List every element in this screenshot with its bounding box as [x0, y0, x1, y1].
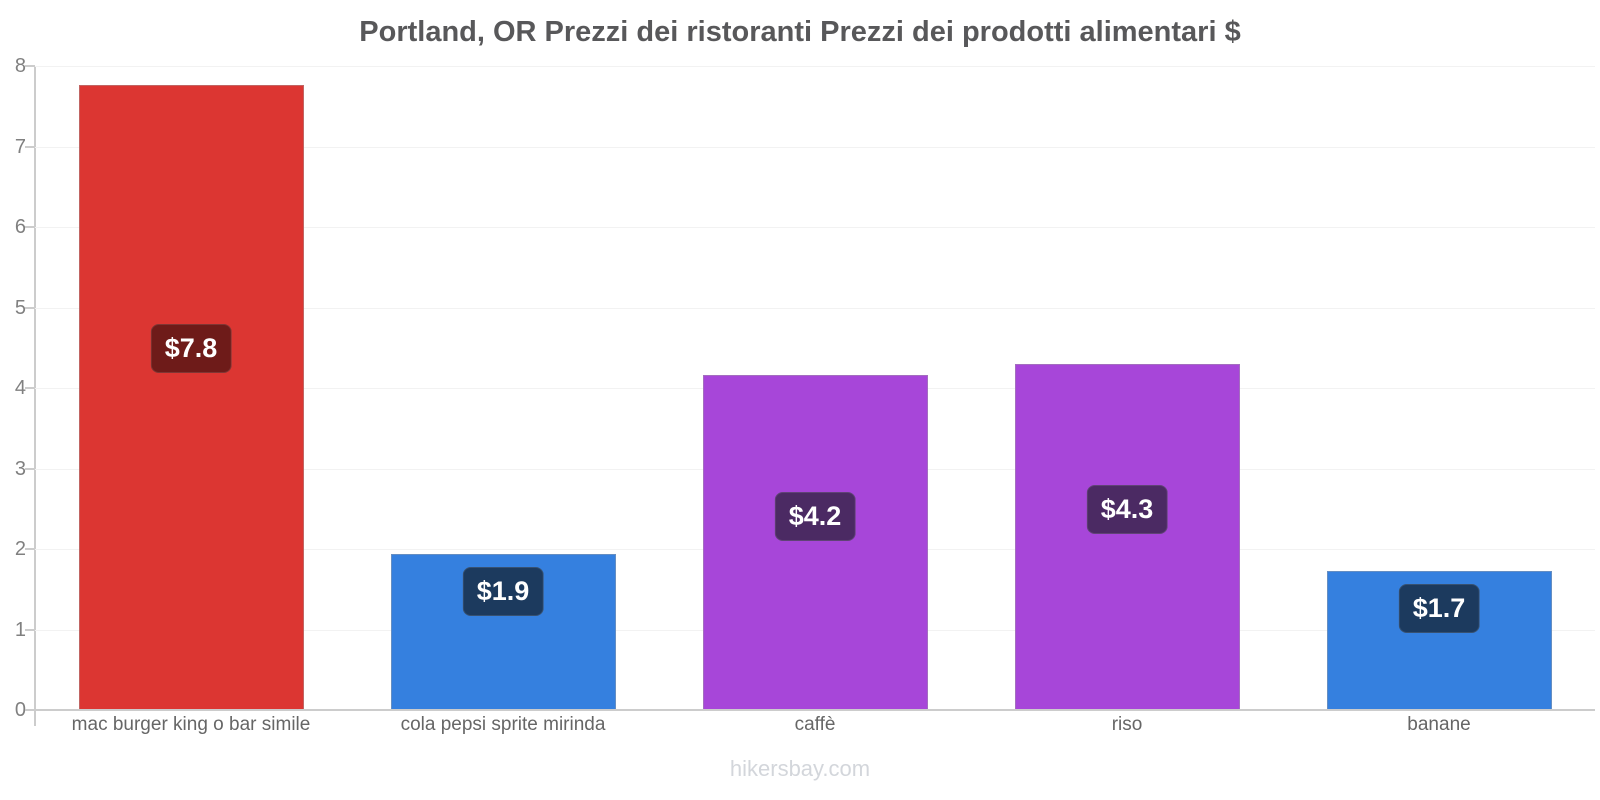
x-axis-category-label: caffè: [794, 714, 836, 735]
y-axis-tick-mark: [25, 226, 35, 228]
x-axis-category-label: riso: [1111, 714, 1143, 735]
bar-banane[interactable]: $1.7: [1326, 570, 1552, 710]
y-axis-tick-mark: [25, 65, 35, 67]
x-axis-category-label: cola pepsi sprite mirinda: [400, 714, 606, 735]
bar-riso[interactable]: $4.3: [1014, 363, 1240, 710]
y-axis-tick-mark: [25, 628, 35, 631]
x-axis-category-label: banane: [1407, 714, 1471, 735]
y-axis-tick-label: 0: [14, 699, 26, 721]
y-axis-tick-label: 4: [14, 377, 26, 399]
y-axis-tick-mark: [25, 467, 35, 470]
x-axis-category-label: mac burger king o bar simile: [71, 714, 311, 735]
bar-cola-pepsi-sprite-mirinda[interactable]: $1.9: [390, 553, 616, 710]
footer-watermark: hikersbay.com: [729, 756, 871, 781]
value-badge: $1.9: [462, 566, 544, 616]
value-badge: $4.2: [774, 491, 856, 541]
gridline: [35, 307, 1595, 309]
y-axis-tick-mark: [25, 387, 35, 389]
y-axis-tick-label: 6: [14, 216, 26, 238]
value-badge: $7.8: [150, 323, 232, 373]
y-axis-tick-mark: [25, 145, 35, 148]
y-axis-tick-label: 8: [14, 55, 26, 77]
y-axis-line: [34, 66, 36, 726]
y-axis-tick-mark: [25, 709, 35, 711]
y-axis-tick-label: 5: [14, 296, 26, 319]
value-badge: $1.7: [1398, 583, 1480, 633]
plot-area: $7.8 $1.9 $4.2 $4.3 $1.7: [35, 66, 1595, 710]
gridline: [35, 66, 1595, 67]
x-axis-line: [35, 709, 1595, 711]
y-axis-tick-label: 1: [14, 618, 26, 641]
gridline: [35, 227, 1595, 228]
chart-title: Portland, OR Prezzi dei ristoranti Prezz…: [359, 16, 1241, 48]
bar-mac-burger-king-o-bar-simile[interactable]: $7.8: [78, 85, 304, 710]
y-axis-tick-mark: [25, 548, 35, 550]
bar-caffè[interactable]: $4.2: [702, 375, 928, 710]
gridline: [35, 146, 1595, 148]
y-axis-tick-mark: [25, 306, 35, 309]
y-axis-tick-label: 3: [14, 457, 26, 480]
y-axis-tick-label: 7: [14, 135, 26, 158]
y-axis-tick-label: 2: [14, 538, 26, 560]
value-badge: $4.3: [1086, 485, 1168, 535]
